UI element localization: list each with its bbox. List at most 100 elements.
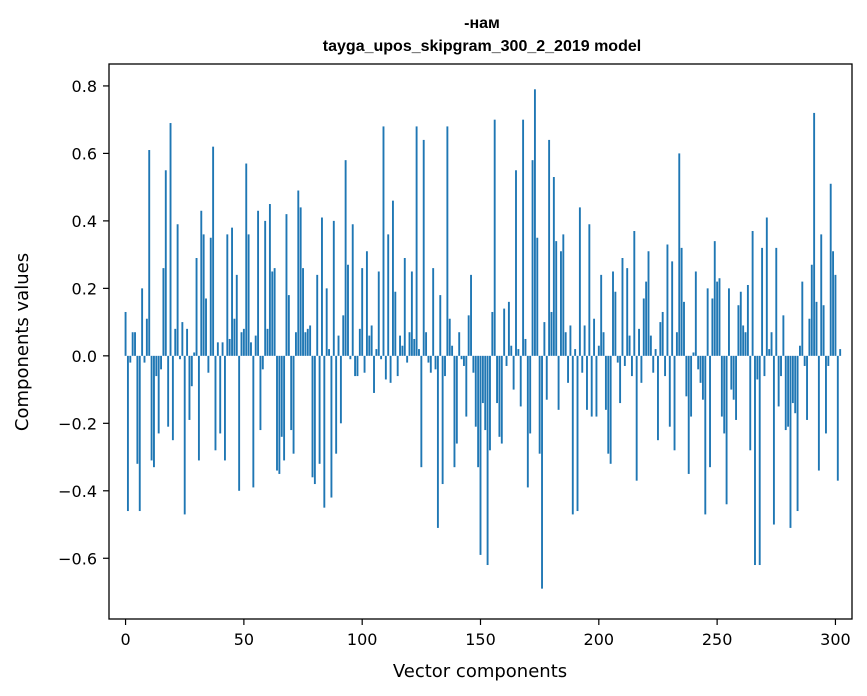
bar-33 bbox=[202, 234, 205, 356]
bar-158 bbox=[498, 355, 501, 437]
bar-147 bbox=[472, 355, 475, 373]
bar-64 bbox=[276, 355, 278, 471]
bar-273 bbox=[770, 332, 773, 356]
bar-182 bbox=[555, 241, 558, 356]
bar-39 bbox=[216, 342, 219, 356]
bar-77 bbox=[306, 328, 309, 356]
bar-79 bbox=[311, 355, 314, 478]
bar-66 bbox=[280, 355, 283, 437]
bar-23 bbox=[179, 355, 181, 360]
bar-211 bbox=[623, 355, 626, 366]
bar-185 bbox=[562, 234, 565, 356]
x-tick-label: 50 bbox=[234, 630, 254, 649]
bar-228 bbox=[664, 355, 667, 377]
bar-8 bbox=[143, 355, 146, 363]
bar-261 bbox=[742, 325, 745, 356]
bar-257 bbox=[732, 355, 735, 400]
bar-243 bbox=[699, 355, 702, 383]
bar-90 bbox=[337, 335, 340, 356]
bar-45 bbox=[231, 227, 233, 356]
bar-240 bbox=[692, 352, 695, 356]
bar-54 bbox=[252, 355, 255, 488]
bar-300 bbox=[834, 274, 837, 356]
bar-93 bbox=[344, 160, 347, 356]
bar-192 bbox=[578, 207, 581, 356]
bar-87 bbox=[330, 355, 333, 498]
bar-120 bbox=[408, 332, 411, 356]
bar-170 bbox=[526, 355, 529, 488]
y-tick-label: 0.6 bbox=[72, 144, 97, 163]
bar-115 bbox=[396, 355, 399, 377]
bar-12 bbox=[153, 355, 155, 468]
bar-110 bbox=[384, 355, 387, 380]
bar-146 bbox=[470, 274, 472, 356]
bar-198 bbox=[593, 318, 596, 356]
bar-118 bbox=[403, 258, 406, 356]
bar-125 bbox=[420, 355, 423, 468]
bar-275 bbox=[775, 247, 778, 356]
bar-290 bbox=[810, 264, 813, 356]
bar-85 bbox=[325, 288, 328, 356]
bar-268 bbox=[758, 355, 761, 566]
bar-4 bbox=[134, 332, 136, 356]
bar-94 bbox=[347, 264, 349, 356]
bar-133 bbox=[439, 295, 442, 356]
y-axis-ticks: −0.6 −0.4 −0.2 0.0 0.2 0.4 0.6 0.8 bbox=[58, 77, 109, 568]
bar-216 bbox=[635, 355, 638, 481]
bar-91 bbox=[339, 355, 342, 424]
bar-10 bbox=[148, 150, 151, 356]
bar-141 bbox=[458, 332, 461, 356]
bar-227 bbox=[661, 311, 664, 356]
bar-210 bbox=[621, 258, 624, 356]
x-tick-label: 100 bbox=[347, 630, 378, 649]
bar-14 bbox=[157, 355, 160, 434]
bar-1 bbox=[126, 355, 129, 512]
bar-17 bbox=[164, 170, 167, 356]
bar-134 bbox=[441, 355, 444, 485]
bar-7 bbox=[141, 288, 144, 356]
bar-30 bbox=[195, 258, 198, 356]
y-tick-label: −0.4 bbox=[58, 482, 97, 501]
bar-167 bbox=[519, 355, 522, 407]
bar-269 bbox=[761, 247, 764, 356]
bar-86 bbox=[328, 349, 330, 356]
bar-72 bbox=[294, 332, 297, 356]
bar-24 bbox=[181, 322, 184, 356]
bar-57 bbox=[259, 355, 262, 431]
bar-252 bbox=[720, 355, 723, 417]
bar-58 bbox=[261, 355, 264, 370]
bar-266 bbox=[754, 355, 756, 566]
bar-89 bbox=[335, 355, 338, 454]
bar-27 bbox=[188, 355, 191, 420]
y-tick-label: 0.8 bbox=[72, 77, 97, 96]
bar-154 bbox=[489, 355, 491, 451]
bar-206 bbox=[612, 271, 614, 356]
bar-235 bbox=[680, 247, 683, 356]
bar-218 bbox=[640, 355, 643, 383]
bar-55 bbox=[254, 335, 257, 356]
bar-156 bbox=[493, 119, 496, 356]
bar-177 bbox=[543, 322, 546, 356]
bar-37 bbox=[212, 146, 215, 356]
bar-47 bbox=[235, 274, 238, 356]
bar-175 bbox=[538, 355, 541, 454]
y-tick-label: −0.6 bbox=[58, 549, 97, 568]
bar-16 bbox=[162, 268, 165, 356]
bar-88 bbox=[332, 220, 335, 356]
bar-174 bbox=[536, 237, 539, 356]
bar-26 bbox=[186, 328, 189, 356]
bar-249 bbox=[713, 241, 716, 356]
bar-116 bbox=[399, 335, 401, 356]
bar-148 bbox=[474, 355, 477, 427]
bar-43 bbox=[226, 234, 229, 356]
bar-231 bbox=[671, 261, 674, 356]
y-tick-label: −0.2 bbox=[58, 414, 97, 433]
bar-51 bbox=[245, 163, 248, 356]
bar-6 bbox=[138, 355, 141, 512]
bar-71 bbox=[292, 355, 295, 454]
bar-286 bbox=[801, 281, 804, 356]
bar-111 bbox=[387, 234, 390, 356]
bar-287 bbox=[803, 355, 806, 366]
